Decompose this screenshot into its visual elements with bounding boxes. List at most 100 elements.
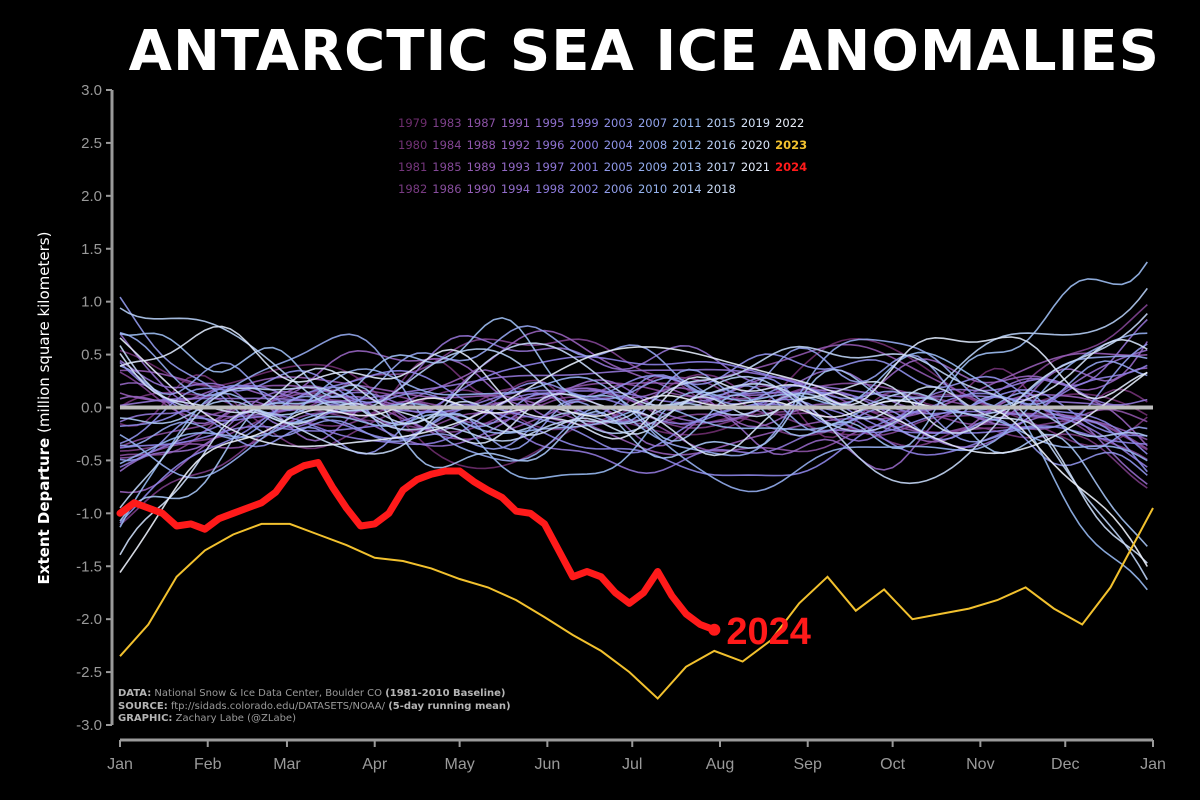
year-line-2013 bbox=[119, 368, 1148, 547]
legend-item-1979: 1979 bbox=[398, 116, 428, 130]
legend-item-1986: 1986 bbox=[432, 182, 462, 196]
legend-item-2014: 2014 bbox=[672, 182, 702, 196]
legend-item-2001: 2001 bbox=[569, 160, 599, 174]
series-2024-line bbox=[116, 459, 721, 636]
year-line-1990 bbox=[119, 329, 1148, 494]
legend-item-1993: 1993 bbox=[500, 160, 531, 174]
year-line-1988 bbox=[119, 343, 1148, 441]
y-tick-label: -1.5 bbox=[76, 558, 102, 575]
legend-item-2020: 2020 bbox=[740, 138, 771, 152]
legend-item-1994: 1994 bbox=[500, 182, 531, 196]
year-line-2021 bbox=[119, 337, 1148, 455]
line-2024 bbox=[116, 459, 718, 634]
legend-item-2017: 2017 bbox=[706, 160, 736, 174]
credit-graphic-text: Zachary Labe (@ZLabe) bbox=[175, 713, 296, 724]
x-tick-label: May bbox=[444, 756, 474, 773]
credit-data: DATA: National Snow & Ice Data Center, B… bbox=[118, 688, 511, 701]
legend-row: 1982 1986 1990 1994 1998 2002 2006 2010 2014 2018 bbox=[398, 182, 812, 204]
legend-item-2004: 2004 bbox=[603, 138, 633, 152]
legend-item-1992: 1992 bbox=[500, 138, 531, 152]
legend-item-1997: 1997 bbox=[535, 160, 565, 174]
legend-item-2023: 2023 bbox=[775, 138, 808, 152]
year-line-2015 bbox=[119, 287, 1148, 435]
legend-item-2021: 2021 bbox=[740, 160, 771, 174]
legend-item-1988: 1988 bbox=[466, 138, 496, 152]
y-tick-label: -1.0 bbox=[76, 505, 102, 522]
y-tick-label: 2.5 bbox=[81, 135, 102, 152]
x-tick-label: Sep bbox=[793, 756, 822, 773]
legend-item-2008: 2008 bbox=[637, 138, 668, 152]
year-line-1993 bbox=[119, 368, 1148, 485]
year-line-2012 bbox=[119, 261, 1148, 450]
legend: 1979 1983 1987 1991 1995 1999 2003 2007 2011 2015… bbox=[398, 116, 812, 204]
legend-item-2005: 2005 bbox=[603, 160, 633, 174]
credit-source-extra: (5-day running mean) bbox=[388, 700, 511, 712]
y-tick-label: 2.0 bbox=[81, 188, 102, 205]
x-tick-label: Jun bbox=[534, 756, 560, 773]
y-tick-label: 3.0 bbox=[81, 82, 102, 99]
series-2023-line bbox=[119, 507, 1154, 700]
credit-source-text: ftp://sidads.colorado.edu/DATASETS/NOAA/ bbox=[170, 700, 385, 712]
y-axis-label-bold: Extent Departure bbox=[35, 437, 53, 585]
y-axis-label-units: (million square kilometers) bbox=[35, 231, 53, 434]
y-tick-label: -2.0 bbox=[76, 611, 102, 628]
credit-graphic: GRAPHIC: Zachary Labe (@ZLabe) bbox=[118, 713, 511, 726]
legend-item-2016: 2016 bbox=[706, 138, 736, 152]
year-line-2018 bbox=[119, 386, 1148, 564]
legend-item-1991: 1991 bbox=[500, 116, 531, 130]
legend-item-1990: 1990 bbox=[466, 182, 496, 196]
y-tick-label: -3.0 bbox=[76, 717, 102, 734]
legend-item-1989: 1989 bbox=[466, 160, 496, 174]
legend-item-1998: 1998 bbox=[535, 182, 565, 196]
legend-item-2000: 2000 bbox=[569, 138, 599, 152]
y-tick-label: 0.0 bbox=[81, 400, 102, 417]
legend-row: 1979 1983 1987 1991 1995 1999 2003 2007 2011 2015… bbox=[398, 116, 812, 138]
legend-item-2024: 2024 bbox=[775, 160, 808, 174]
legend-item-1999: 1999 bbox=[569, 116, 599, 130]
y-tick-label: -0.5 bbox=[76, 452, 102, 469]
credit-source: SOURCE: ftp://sidads.colorado.edu/DATASE… bbox=[118, 701, 511, 714]
annotation-2024: 2024 bbox=[726, 611, 811, 653]
year-line-2019 bbox=[119, 338, 1148, 457]
legend-item-1984: 1984 bbox=[432, 138, 462, 152]
legend-item-1982: 1982 bbox=[398, 182, 428, 196]
x-tick-label: Mar bbox=[273, 756, 301, 773]
y-tick-label: 1.5 bbox=[81, 241, 102, 258]
x-tick-label: Feb bbox=[194, 756, 222, 773]
credit-data-extra: (1981-2010 Baseline) bbox=[385, 688, 506, 699]
x-tick-label: Jan bbox=[107, 756, 133, 773]
legend-item-2010: 2010 bbox=[637, 182, 668, 196]
legend-item-1987: 1987 bbox=[466, 116, 496, 130]
year-line-2000 bbox=[119, 355, 1148, 449]
credit-data-label: DATA: bbox=[118, 688, 152, 699]
y-tick-label: -2.5 bbox=[76, 664, 102, 681]
year-line-1997 bbox=[119, 378, 1148, 475]
x-tick-label: Nov bbox=[966, 756, 994, 773]
x-tick-label: Jan bbox=[1140, 756, 1166, 773]
legend-item-2018: 2018 bbox=[706, 182, 736, 196]
credit-graphic-label: GRAPHIC: bbox=[118, 713, 173, 724]
legend-item-2012: 2012 bbox=[672, 138, 702, 152]
legend-item-2003: 2003 bbox=[603, 116, 633, 130]
year-line-2014 bbox=[119, 391, 1148, 438]
legend-item-1996: 1996 bbox=[535, 138, 565, 152]
x-tick-label: Aug bbox=[706, 756, 734, 773]
x-tick-label: Jul bbox=[622, 756, 642, 773]
historical-year-lines bbox=[119, 261, 1148, 591]
legend-item-1981: 1981 bbox=[398, 160, 428, 174]
year-line-2020 bbox=[119, 325, 1148, 440]
year-line-2011 bbox=[119, 351, 1148, 591]
year-line-2017 bbox=[119, 313, 1148, 485]
legend-item-2011: 2011 bbox=[672, 116, 702, 130]
line-2023 bbox=[119, 507, 1154, 700]
y-tick-label: 0.5 bbox=[81, 347, 102, 364]
legend-item-2007: 2007 bbox=[637, 116, 668, 130]
credits: DATA: National Snow & Ice Data Center, B… bbox=[118, 688, 511, 726]
legend-item-2015: 2015 bbox=[706, 116, 736, 130]
legend-item-2019: 2019 bbox=[740, 116, 771, 130]
marker-2024-end bbox=[708, 623, 721, 636]
year-line-1991 bbox=[119, 349, 1148, 428]
legend-item-1985: 1985 bbox=[432, 160, 462, 174]
legend-item-1980: 1980 bbox=[398, 138, 428, 152]
